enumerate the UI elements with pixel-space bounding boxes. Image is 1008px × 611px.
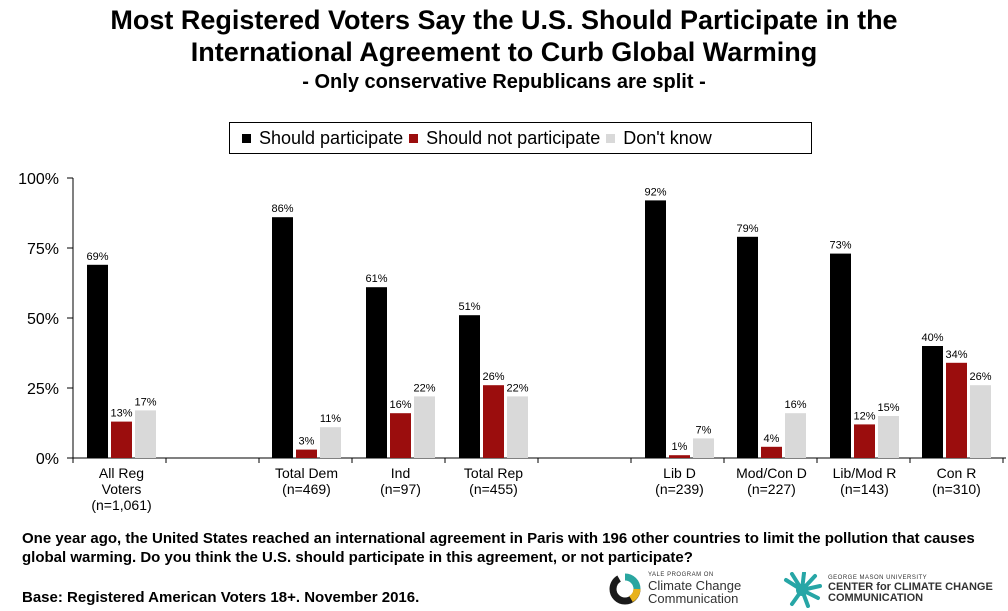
data-label: 15% <box>877 402 899 414</box>
legend-label: Don't know <box>623 127 712 148</box>
bar <box>272 217 293 458</box>
legend-item-dont-know: Don't know <box>606 127 712 149</box>
survey-question: One year ago, the United States reached … <box>22 530 975 566</box>
bar <box>414 396 435 458</box>
data-label: 61% <box>365 273 387 285</box>
bar <box>390 413 411 458</box>
bar <box>785 413 806 458</box>
data-label: 69% <box>86 251 108 263</box>
chart-subtitle: - Only conservative Republicans are spli… <box>302 71 706 93</box>
chart-title-line2: International Agreement to Curb Global W… <box>190 37 818 67</box>
y-tick-label: 50% <box>27 311 59 328</box>
data-label: 1% <box>672 441 688 453</box>
bar <box>830 253 851 458</box>
x-category-label: Total Rep <box>464 465 523 481</box>
data-label: 12% <box>853 410 875 422</box>
bar <box>761 446 782 458</box>
x-category-label: Con R <box>937 465 977 481</box>
bar <box>296 449 317 458</box>
x-category-label: Total Dem <box>275 465 338 481</box>
x-category-label: (n=227) <box>747 481 796 497</box>
data-label: 16% <box>389 399 411 411</box>
x-category-label: (n=1,061) <box>91 497 151 513</box>
y-tick-label: 75% <box>27 241 59 258</box>
logo-name: COMMUNICATION <box>828 592 924 605</box>
legend-item-should-participate: Should participate <box>242 128 403 149</box>
data-label: 26% <box>969 371 991 383</box>
data-label: 22% <box>413 382 435 394</box>
bar <box>111 421 132 458</box>
bar <box>483 385 504 458</box>
george-mason-logo: GEORGE MASON UNIVERSITY CENTER for CLIMA… <box>782 572 993 608</box>
legend-label: Should not participate <box>426 127 601 148</box>
data-label: 34% <box>945 349 967 361</box>
logo-name: CENTER for CLIMATE CHANGE <box>828 580 993 593</box>
y-tick-label: 0% <box>36 451 59 468</box>
data-label: 92% <box>644 186 666 198</box>
x-category-label: Lib/Mod R <box>833 465 897 481</box>
data-label: 7% <box>696 424 712 436</box>
logo-name: Communication <box>648 591 739 607</box>
legend-swatch <box>606 133 616 143</box>
data-label: 11% <box>320 413 341 425</box>
data-label: 79% <box>736 223 758 235</box>
x-category-label: Voters <box>102 481 142 497</box>
bar <box>946 362 967 458</box>
x-category-label: (n=143) <box>840 481 889 497</box>
bar <box>669 455 690 458</box>
bar <box>737 236 758 458</box>
data-label: 13% <box>110 408 132 420</box>
x-category-label: (n=239) <box>655 481 704 497</box>
logo-caption: GEORGE MASON UNIVERSITY <box>828 575 928 582</box>
logo-name: Climate Change <box>648 577 742 593</box>
bar-chart: 0% 25% 50% 75% 100% 69% 86% 61% 51% 92% 79% 73% 40% 1… <box>18 171 1006 513</box>
bar <box>645 200 666 458</box>
x-category-label: Ind <box>391 465 410 481</box>
data-label: 26% <box>482 371 504 383</box>
data-label: 86% <box>271 203 293 215</box>
bar <box>878 416 899 458</box>
x-category-label: (n=455) <box>469 481 518 497</box>
legend-label: Should participate <box>259 127 404 148</box>
data-label: 40% <box>921 332 943 344</box>
yale-logo-icon <box>609 573 641 605</box>
data-label: 4% <box>764 433 780 445</box>
y-tick-label: 25% <box>27 381 59 398</box>
bar <box>854 424 875 458</box>
bar <box>459 315 480 458</box>
chart-title-line1: Most Registered Voters Say the U.S. Shou… <box>110 5 898 35</box>
x-category-label: All Reg <box>99 465 144 481</box>
bar <box>87 264 108 458</box>
legend-item-should-not-participate: Should not participate <box>409 128 600 149</box>
bar <box>320 427 341 458</box>
legend-swatch <box>409 133 419 143</box>
chart-legend: Should participate Should not participat… <box>229 122 812 154</box>
yale-logo: YALE PROGRAM ON Climate Change Communica… <box>608 572 741 606</box>
bar <box>135 410 156 458</box>
data-label: 22% <box>506 382 528 394</box>
bar <box>922 346 943 458</box>
data-label: 51% <box>458 301 480 313</box>
data-label: 17% <box>134 396 156 408</box>
x-category-label: Lib D <box>663 465 696 481</box>
y-tick-label: 100% <box>18 171 59 188</box>
bar <box>507 396 528 458</box>
bar <box>366 287 387 458</box>
data-label: 3% <box>299 436 315 448</box>
bar <box>970 385 991 458</box>
x-category-label: (n=469) <box>282 481 331 497</box>
data-label: 73% <box>829 240 851 252</box>
data-label: 16% <box>784 399 806 411</box>
legend-swatch <box>242 133 251 143</box>
x-category-label: (n=310) <box>932 481 981 497</box>
george-mason-logo-icon <box>784 572 822 608</box>
x-category-label: Mod/Con D <box>736 465 807 481</box>
logo-caption: YALE PROGRAM ON <box>648 572 714 579</box>
x-category-label: (n=97) <box>380 481 421 497</box>
bar <box>693 438 714 458</box>
base-note: Base: Registered American Voters 18+. No… <box>22 589 420 606</box>
